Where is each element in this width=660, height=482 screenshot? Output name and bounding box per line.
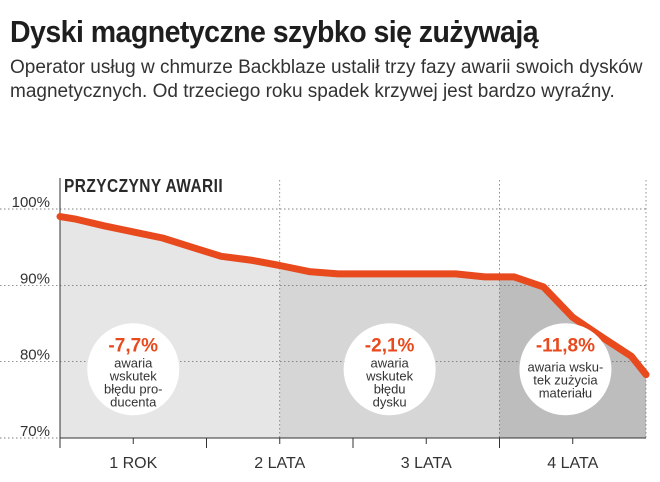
y-tick-label: 100% [12,194,50,211]
y-tick-label: 70% [20,423,50,440]
phase-bubble-circle [343,323,436,416]
phase-value: -11,8% [536,335,595,356]
phase-label-line: ducenta [110,394,157,409]
phase-label-line: awaria [114,355,153,370]
phase-label-line: awaria wsku- [527,359,603,374]
line-series [56,213,650,379]
phase-bubble-circle [519,323,612,416]
gridlines [0,180,647,439]
y-tick-label: 80% [20,347,50,364]
chart-title: PRZYCZYNY AWARII [64,176,224,196]
phase-label-line: błędu [374,381,406,396]
x-axis: 1 ROK 2 LATA 3 LATA 4 LATA [59,437,646,472]
x-tick-label: 2 LATA [254,455,305,472]
phase-label-line: wskutek [109,368,157,383]
headline: Dyski magnetyczne szybko się zużywają [10,14,539,49]
phase-bubble-circle [87,323,180,416]
phase-value: -7,7% [108,335,158,356]
series-line [56,213,650,379]
x-tick-label: 3 LATA [401,455,452,472]
x-tick-label: 1 ROK [109,455,157,472]
phase-value: -2,1% [365,335,415,356]
x-tick-label: 4 LATA [547,455,598,472]
phase-label-line: awaria [370,355,409,370]
y-axis: 100% 90% 80% 70% [12,178,61,448]
lead-text: Operator usług w chmurze Backblaze ustal… [10,57,643,102]
phase-label-line: tek zużycia [533,372,598,387]
phase-label-line: dysku [373,394,407,409]
phase-band-1 [60,216,280,438]
phase-label-line: błędu pro- [104,381,163,396]
phase-label-line: materiału [539,385,592,400]
phase-label-line: wskutek [365,368,413,383]
y-tick-label: 90% [20,270,50,287]
